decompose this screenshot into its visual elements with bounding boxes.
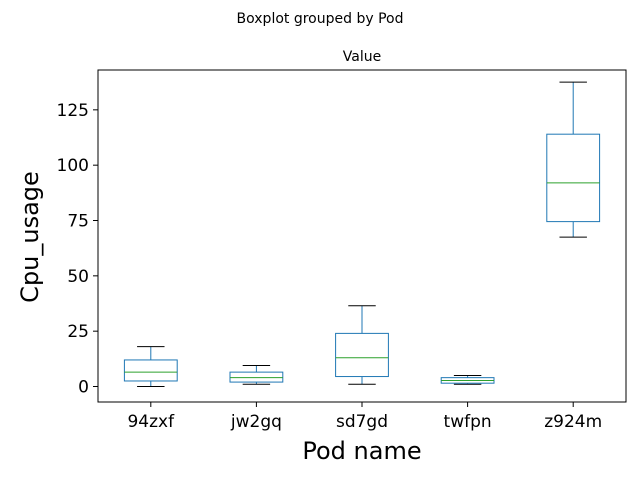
plot-area xyxy=(97,69,627,403)
y-tick-label: 0 xyxy=(78,378,89,398)
y-axis: 0 25 50 75 100 125 xyxy=(57,101,98,398)
y-tick-label: 125 xyxy=(57,101,89,121)
x-axis-label: Pod name xyxy=(302,437,421,465)
x-tick-label: z924m xyxy=(544,412,602,432)
y-axis-label: Cpu_usage xyxy=(16,171,44,303)
iqr-box xyxy=(123,359,178,382)
x-axis: 94zxf jw2gq sd7gd twfpn z924m xyxy=(127,402,602,432)
box-94zxf xyxy=(123,346,178,388)
y-tick-label: 75 xyxy=(67,212,89,232)
iqr-box xyxy=(546,133,601,223)
box-series xyxy=(123,81,601,388)
y-tick-label: 25 xyxy=(67,322,89,342)
chart-suptitle: Boxplot grouped by Pod xyxy=(237,11,404,27)
iqr-box xyxy=(335,332,389,378)
box-z924m xyxy=(546,81,601,238)
y-tick-label: 50 xyxy=(67,267,89,287)
x-tick-label: 94zxf xyxy=(127,412,175,432)
box-jw2gq xyxy=(229,364,284,385)
box-twfpn xyxy=(440,374,495,385)
iqr-box xyxy=(229,371,284,383)
x-tick-label: jw2gq xyxy=(230,412,282,432)
y-tick-label: 100 xyxy=(57,156,89,176)
x-tick-label: twfpn xyxy=(444,412,492,432)
box-sd7gd xyxy=(335,305,389,385)
x-tick-label: sd7gd xyxy=(336,412,388,432)
chart-title: Value xyxy=(343,49,381,65)
